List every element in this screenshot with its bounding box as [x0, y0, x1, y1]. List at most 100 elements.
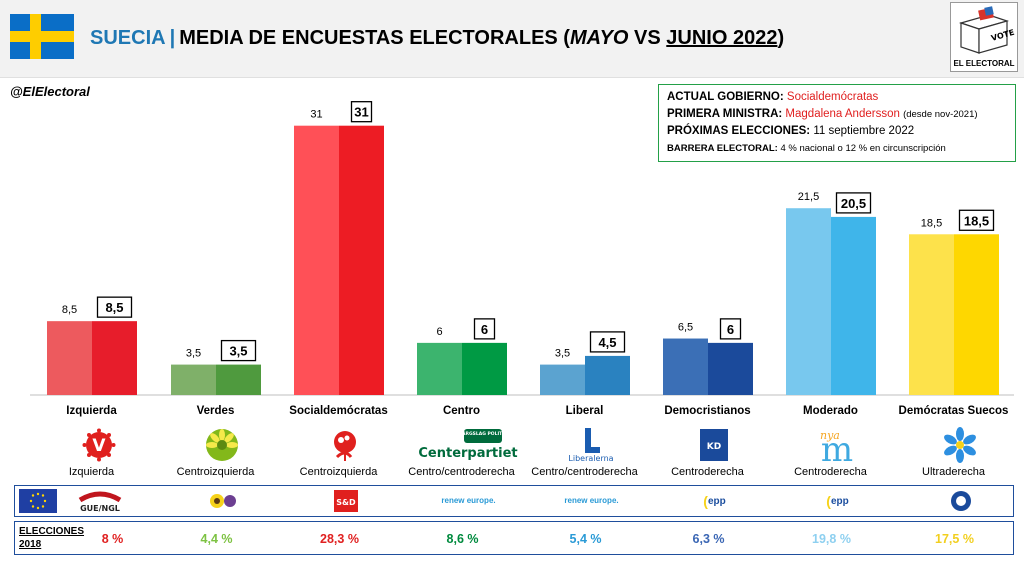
- data-label-june: 4,5: [598, 335, 616, 350]
- party-name: Moderado: [803, 405, 858, 417]
- party-name: Socialdemócratas: [289, 405, 388, 417]
- data-label-may: 31: [310, 109, 322, 121]
- party-ideology: Centro/centroderecha: [531, 466, 638, 478]
- bar-june: [339, 125, 384, 395]
- party-ideology: Centroderecha: [794, 466, 867, 478]
- data-label-may: 21,5: [798, 191, 819, 203]
- nya-text: nya: [820, 429, 840, 442]
- gov-label: ACTUAL GOBIERNO:: [667, 91, 784, 103]
- title-separator: |: [169, 27, 176, 49]
- sd-group-text: S&D: [336, 498, 356, 507]
- bar-june: [831, 216, 876, 395]
- bar-june: [585, 355, 630, 395]
- title-june: JUNIO 2022: [666, 27, 778, 49]
- party-name: Centro: [442, 405, 481, 417]
- ideology-row: Izquierda Centroizquierda Centroizquierda C…: [0, 466, 1024, 482]
- elections-label-line2: 2018: [19, 539, 42, 550]
- elections-2018-value: 6,3 %: [692, 532, 725, 546]
- kd-text: KD: [706, 442, 720, 452]
- elections-label: ELECCIONES 2018: [19, 525, 84, 551]
- data-label-may: 6: [436, 326, 442, 338]
- bar-may: [47, 321, 92, 395]
- epp-logo: (epp: [703, 493, 726, 509]
- party-ideology: Ultraderecha: [922, 466, 985, 478]
- title-may: MAYO: [569, 27, 629, 49]
- next-label: PRÓXIMAS ELECCIONES:: [667, 125, 811, 137]
- info-box: ACTUAL GOBIERNO: Socialdemócratas PRIMER…: [658, 84, 1016, 162]
- data-label-may: 3,5: [186, 348, 201, 360]
- renew-europe-logo-2: renew europe.: [530, 486, 653, 516]
- bar-may: [171, 364, 216, 395]
- party-ideology: Centro/centroderecha: [408, 466, 515, 478]
- elections-2018-value: 28,3 %: [320, 532, 359, 546]
- party-logos: V BÄRGSLAG POLITIK Centerpartiet Liberal…: [0, 424, 1024, 468]
- data-label-june-box: [589, 331, 626, 353]
- elections-2018-value: 8,6 %: [446, 532, 479, 546]
- sweden-flag-icon: [10, 14, 74, 59]
- bar-may: [540, 364, 585, 395]
- data-label-may: 6,5: [678, 322, 693, 334]
- elections-2018-value: 17,5 %: [935, 532, 974, 546]
- data-label-june-box: [350, 101, 373, 123]
- page-title: SUECIA | MEDIA DE ENCUESTAS ELECTORALES (M…: [90, 27, 784, 50]
- data-label-june: 8,5: [105, 300, 123, 315]
- v-letter: V: [92, 436, 106, 456]
- data-label-june-box: [719, 318, 742, 340]
- vansterpartiet-logo: V: [37, 424, 160, 466]
- data-label-may: 8,5: [62, 304, 77, 316]
- gue-ngl-logo: GUE/NGL: [38, 486, 161, 516]
- data-label-june: 31: [354, 105, 368, 120]
- bar-may: [294, 125, 339, 395]
- data-label-june: 6: [727, 322, 734, 337]
- moderaterna-logo: nya m: [775, 424, 898, 466]
- liberalerna-text: Liberalerna: [568, 454, 613, 463]
- elections-2018-value: 8 %: [101, 532, 124, 546]
- party-name: Demócratas Suecos: [898, 405, 1009, 417]
- party-ideology: Centroderecha: [671, 466, 744, 478]
- gue-ngl-text: GUE/NGL: [80, 504, 120, 513]
- centerpartiet-text: Centerpartiet: [418, 446, 517, 461]
- bar-june: [92, 321, 137, 395]
- rose-icon: [283, 424, 406, 466]
- epp-logo-2: (epp: [826, 493, 849, 509]
- title-vs: VS: [628, 27, 667, 49]
- data-label-june-box: [958, 209, 995, 231]
- party-name: Liberal: [565, 405, 604, 417]
- title-main: MEDIA DE ENCUESTAS ELECTORALES (: [179, 27, 570, 49]
- title-country: SUECIA: [90, 27, 166, 49]
- party-name: Democristianos: [664, 405, 751, 417]
- liberalerna-logo: Liberalerna: [529, 424, 652, 466]
- data-label-june: 6: [481, 322, 488, 337]
- data-label-june-box: [96, 296, 133, 318]
- elections-label-line1: ELECCIONES: [19, 526, 85, 537]
- data-label-june-box: [220, 339, 257, 362]
- data-label-june: 20,5: [841, 196, 866, 211]
- barrier-label: BARRERA ELECTORAL:: [667, 143, 778, 154]
- renew-europe-text: renew europe.: [441, 496, 496, 505]
- title-close: ): [777, 27, 785, 49]
- next-value: 11 septiembre 2022: [813, 125, 915, 137]
- elections-2018-row: ELECCIONES 2018 8 % 4,4 % 28,3 % 8,6 % 5,4 % 6…: [14, 521, 1014, 555]
- poll-bar-chart: 8,5 8,5 3,5 3,5 31 31 6 6 3,5 4,5 6,5 6 21,5 20,5 18,5…: [30, 101, 1014, 396]
- data-label-may: 18,5: [921, 217, 942, 229]
- header: SUECIA | MEDIA DE ENCUESTAS ELECTORALES (M…: [0, 0, 1024, 78]
- logo-text: EL ELECTORAL: [953, 59, 1015, 68]
- bar-may: [909, 234, 954, 395]
- renew-europe-text-2: renew europe.: [564, 496, 619, 505]
- party-ideology: Izquierda: [68, 466, 115, 478]
- centerpartiet-badge: BÄRGSLAG POLITIK: [458, 430, 507, 437]
- renew-europe-logo: renew europe.: [407, 486, 530, 516]
- greens-efa-icon: [161, 486, 284, 516]
- m-letter: m: [820, 430, 852, 465]
- sunflower-icon: [160, 424, 283, 466]
- anemone-icon: [898, 424, 1021, 466]
- pm-label: PRIMERA MINISTRA:: [667, 108, 783, 120]
- gov-value: Socialdemócratas: [786, 91, 879, 103]
- bar-june: [462, 342, 507, 395]
- pm-value: Magdalena Andersson: [785, 108, 900, 120]
- party-names: Izquierda Verdes Socialdemócratas Centro Lib…: [0, 405, 1024, 423]
- bar-may: [786, 208, 831, 395]
- bar-june: [954, 234, 999, 395]
- centerpartiet-logo: BÄRGSLAG POLITIK Centerpartiet: [406, 424, 529, 466]
- data-label-june: 3,5: [229, 344, 247, 359]
